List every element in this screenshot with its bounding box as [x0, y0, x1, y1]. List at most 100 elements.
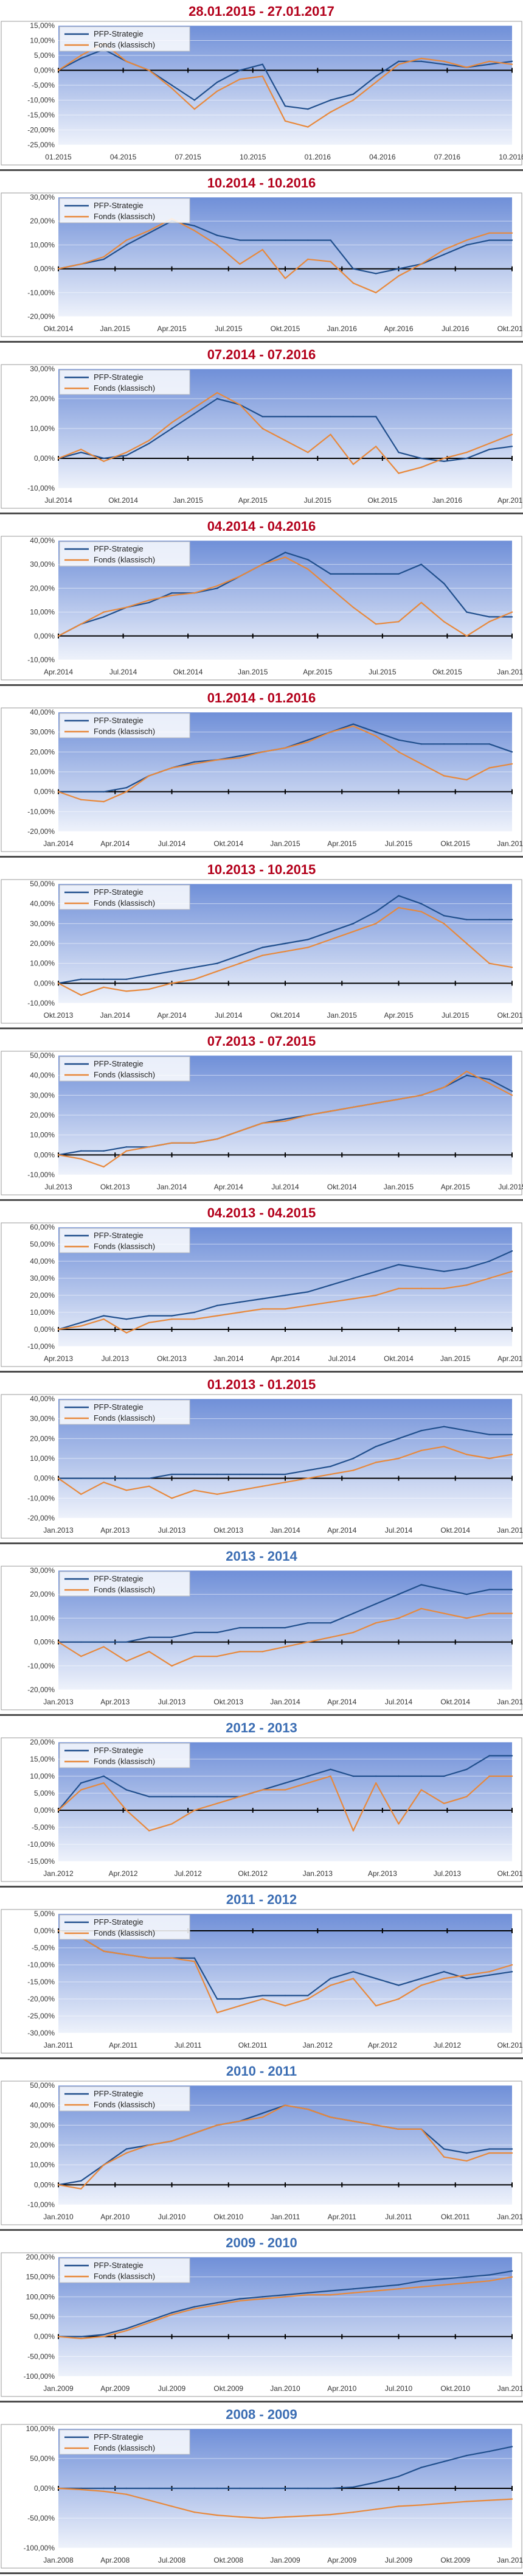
data-point	[262, 2517, 263, 2519]
data-point	[262, 1473, 263, 1475]
data-point	[103, 1950, 105, 1952]
data-point	[148, 2320, 150, 2322]
legend-label: PFP-Strategie	[94, 373, 144, 382]
x-tick-label: Okt.2014	[327, 1183, 357, 1191]
line-chart: 5,00% 0,00% -5,00% -10,00% -15,00% -20,00% -25…	[1, 1909, 523, 2054]
data-point	[443, 460, 445, 463]
x-tick-label: Apr.2014	[214, 1183, 243, 1191]
data-point	[375, 735, 377, 737]
x-tick-label: Jul.2016	[442, 324, 469, 333]
data-point	[375, 2482, 377, 2483]
data-point	[262, 239, 263, 241]
y-tick-label: -10,00%	[27, 1171, 55, 1179]
x-tick-label: Jul.2015	[215, 324, 243, 333]
line-chart: 50,00% 40,00% 30,00% 20,00% 10,00% 0,00% -10,0…	[1, 1051, 523, 1195]
data-point	[284, 1308, 286, 1310]
data-point	[148, 1146, 150, 1148]
legend-box	[59, 198, 190, 223]
data-point	[125, 1660, 128, 1662]
data-point	[443, 253, 445, 256]
y-tick-label: 20,00%	[30, 747, 55, 756]
data-point	[284, 1782, 286, 1784]
y-tick-label: -10,00%	[27, 1840, 55, 1849]
data-point	[466, 1768, 468, 1770]
data-point	[488, 239, 490, 241]
data-point	[148, 69, 150, 71]
data-point	[57, 2336, 60, 2337]
data-point	[103, 791, 105, 793]
data-point	[466, 2160, 468, 2162]
data-point	[193, 761, 195, 763]
data-point	[420, 1449, 422, 1452]
data-point	[103, 1477, 105, 1479]
data-point	[511, 1433, 513, 1435]
data-point	[239, 404, 241, 405]
x-tick-label: 04.2015	[110, 153, 137, 161]
line-chart: 15,00% 10,00% 5,00% 0,00% -5,00% -10,00% -15,0…	[1, 21, 523, 166]
data-point	[488, 63, 490, 65]
x-tick-label: Jul.2015	[385, 839, 413, 848]
data-point	[443, 1270, 445, 1272]
data-point	[420, 466, 422, 468]
data-point	[330, 1984, 331, 1986]
data-point	[193, 1655, 195, 1657]
x-tick-label: Jan.2015	[270, 839, 300, 848]
data-point	[443, 1446, 445, 1447]
data-point	[420, 2286, 422, 2288]
y-tick-label: 150,00%	[26, 2273, 55, 2281]
legend-label: Fonds (klassisch)	[94, 1585, 155, 1594]
data-point	[239, 2300, 241, 2302]
x-tick-label: Jan.2012	[303, 2041, 333, 2049]
data-point	[239, 79, 241, 80]
data-point	[488, 2451, 490, 2452]
data-point	[398, 1984, 400, 1986]
data-point	[443, 2502, 445, 2504]
data-point	[466, 244, 468, 246]
chart-panel: 10.2014 - 10.2016 30,00% 20,00% 10,00% 0,00%…	[0, 172, 523, 343]
data-point	[511, 616, 513, 618]
y-tick-label: 30,00%	[30, 365, 55, 373]
data-point	[375, 446, 377, 447]
chart-panel: 2009 - 2010 200,00% 150,00% 100,00% 50,00% 0,…	[0, 2231, 523, 2403]
data-point	[330, 1473, 331, 1475]
x-tick-label: Jul.2013	[158, 1698, 186, 1706]
chart-title: 2008 - 2009	[226, 2407, 297, 2422]
data-point	[352, 1277, 355, 1279]
legend-box	[59, 369, 190, 395]
x-tick-label: Jul.2014	[328, 1354, 356, 1363]
data-point	[125, 791, 128, 793]
x-tick-label: Jul.2009	[385, 2556, 413, 2564]
data-point	[511, 60, 513, 63]
data-point	[330, 2513, 331, 2516]
data-point	[443, 1612, 445, 1614]
data-point	[488, 1277, 490, 1279]
data-point	[193, 229, 195, 232]
data-point	[307, 258, 309, 261]
x-tick-label: 01.2015	[45, 153, 72, 161]
y-tick-label: 30,00%	[30, 1566, 55, 1575]
data-point	[511, 611, 513, 613]
data-point	[103, 1482, 105, 1483]
y-tick-label: -10,00%	[27, 484, 55, 492]
legend-label: PFP-Strategie	[94, 201, 144, 210]
data-point	[216, 2514, 218, 2516]
data-point	[262, 1122, 263, 1124]
x-tick-label: Jan.2009	[270, 2556, 300, 2564]
data-point	[284, 239, 286, 241]
data-point	[148, 975, 150, 976]
panel-divider	[0, 2229, 523, 2231]
data-point	[125, 1477, 128, 1479]
line-chart: 30,00% 20,00% 10,00% 0,00% -10,00% -20,00% Jan…	[1, 1566, 523, 1710]
data-point	[148, 1485, 150, 1487]
x-tick-label: Okt.2014	[440, 1526, 470, 1535]
data-point	[420, 1775, 422, 1777]
x-tick-label: Okt.2014	[271, 1011, 300, 1020]
data-point	[284, 416, 286, 418]
data-point	[398, 573, 400, 575]
legend-label: Fonds (klassisch)	[94, 1070, 155, 1079]
data-point	[125, 1489, 128, 1491]
y-tick-label: 50,00%	[30, 2081, 55, 2090]
data-point	[216, 2012, 218, 2014]
x-tick-label: Jan.2009	[43, 2384, 74, 2393]
data-point	[375, 1782, 377, 1784]
